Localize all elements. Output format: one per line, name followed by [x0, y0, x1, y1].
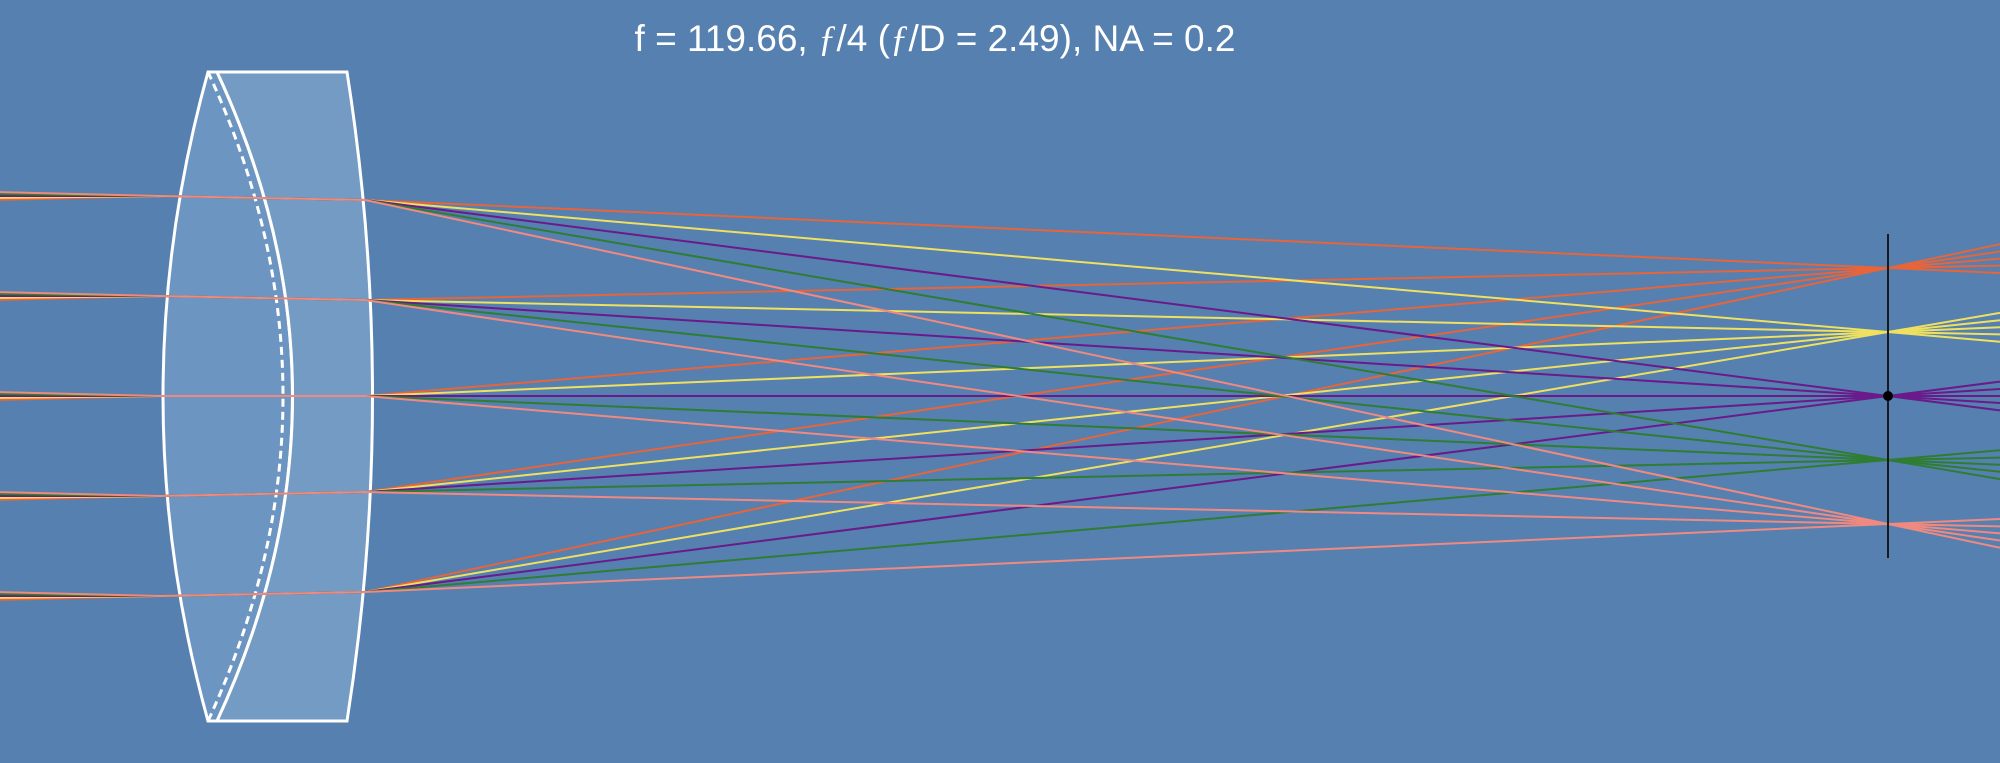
ray — [0, 291, 2000, 542]
ray-bundles — [0, 191, 2000, 601]
diagram-title: f = 119.66, ƒ/4 (ƒ/D = 2.49), NA = 0.2 — [0, 18, 1870, 61]
ray — [0, 191, 2000, 549]
f-symbol-2: ƒ — [889, 19, 909, 60]
ray — [0, 517, 2000, 598]
cemented-interface — [206, 71, 285, 722]
ratio-na-label: /D = 2.49), NA = 0.2 — [908, 18, 1236, 59]
ray — [0, 391, 2000, 535]
f-symbol-1: ƒ — [817, 19, 837, 60]
ray — [0, 490, 2000, 528]
focal-length-label: f = 119.66, — [634, 18, 818, 59]
focus-point-icon — [1883, 391, 1893, 401]
f-number-label: /4 ( — [836, 18, 890, 59]
